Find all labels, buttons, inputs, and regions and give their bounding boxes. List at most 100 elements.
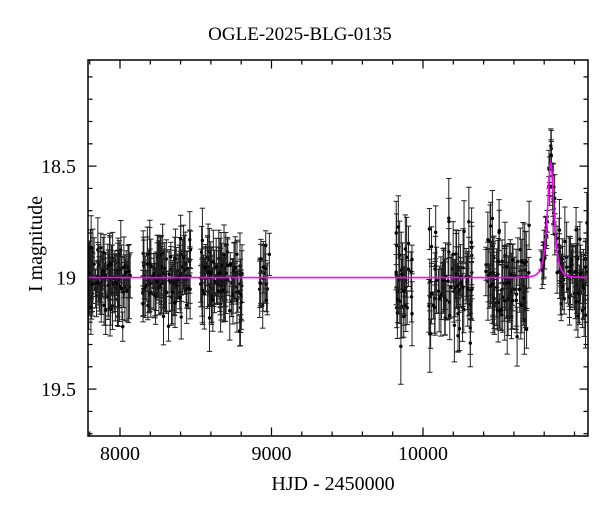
data-point: [484, 269, 488, 274]
data-point: [405, 306, 409, 310]
data-point: [153, 294, 158, 298]
data-point: [582, 286, 586, 290]
data-point: [264, 243, 268, 248]
data-point: [488, 224, 493, 228]
data-point: [184, 303, 189, 307]
data-point: [171, 290, 175, 294]
data-point: [518, 248, 523, 252]
data-point: [239, 292, 243, 297]
data-point: [574, 228, 578, 232]
data-point: [490, 216, 495, 221]
data-point: [486, 238, 490, 242]
data-point: [215, 282, 219, 286]
data-point: [565, 265, 569, 269]
data-point: [161, 314, 166, 319]
data-point: [574, 300, 578, 304]
data-point: [121, 324, 125, 329]
data-point: [446, 279, 450, 283]
data-point: [399, 344, 403, 349]
y-tick-label-18-5: 18.5: [41, 156, 76, 178]
data-point: [167, 272, 171, 276]
y-tick-label-19: 19: [56, 268, 76, 290]
data-point: [211, 260, 216, 264]
data-point: [570, 258, 574, 262]
data-point: [175, 278, 180, 282]
data-point: [456, 334, 460, 338]
data-point: [92, 262, 96, 266]
data-point: [503, 282, 507, 286]
x-axis-label: HJD - 2450000: [271, 473, 394, 495]
data-point: [499, 308, 503, 312]
data-point: [452, 323, 457, 327]
data-point: [179, 315, 183, 319]
data-point: [527, 271, 531, 275]
data-point: [503, 299, 507, 303]
data-point: [102, 303, 106, 307]
data-point: [228, 308, 232, 313]
data-point: [145, 262, 150, 266]
data-point: [490, 282, 494, 286]
data-point: [520, 259, 524, 264]
data-point: [449, 285, 453, 289]
data-point: [520, 303, 524, 308]
data-point: [267, 252, 272, 257]
data-point: [433, 230, 438, 235]
data-point: [573, 270, 577, 274]
data-point: [576, 291, 580, 295]
data-point: [432, 305, 437, 310]
data-point: [173, 301, 177, 305]
data-point: [394, 270, 398, 274]
data-point: [259, 257, 263, 261]
data-point: [203, 266, 208, 270]
data-point: [109, 262, 114, 267]
data-point: [400, 304, 404, 309]
data-point: [497, 230, 501, 235]
data-point: [539, 258, 543, 262]
data-point: [410, 312, 414, 316]
data-point: [511, 258, 515, 262]
data-point: [120, 286, 124, 291]
data-point: [456, 312, 460, 316]
data-point: [89, 305, 93, 310]
data-point: [521, 296, 526, 300]
data-point: [141, 302, 145, 306]
data-point: [514, 298, 519, 303]
data-point: [261, 265, 266, 269]
data-point: [557, 228, 562, 232]
data-point: [396, 297, 400, 302]
data-point: [184, 288, 188, 292]
data-point: [221, 288, 226, 293]
data-point: [433, 267, 437, 271]
data-point: [258, 281, 263, 285]
data-point: [121, 290, 126, 294]
data-point: [264, 298, 269, 302]
data-point: [549, 153, 553, 157]
x-tick-label-10000: 10000: [398, 443, 448, 465]
data-point: [442, 278, 446, 282]
data-point: [451, 252, 455, 256]
data-point: [218, 271, 222, 275]
plot-frame: [87, 59, 589, 437]
data-point: [402, 314, 406, 319]
data-point: [394, 231, 398, 235]
data-series: [88, 128, 588, 385]
data-point: [406, 267, 411, 271]
data-point: [224, 271, 228, 276]
data-point: [578, 237, 582, 241]
data-point: [207, 316, 212, 320]
data-point: [427, 304, 431, 308]
data-point: [214, 265, 218, 269]
data-point: [96, 281, 100, 285]
data-point: [99, 293, 103, 298]
data-point: [507, 281, 511, 285]
data-point: [226, 263, 230, 268]
data-point: [488, 271, 493, 276]
data-point: [155, 279, 159, 284]
model-curve: [88, 161, 588, 279]
data-point: [469, 240, 474, 245]
data-point: [90, 282, 95, 287]
data-point: [148, 261, 152, 266]
data-point: [173, 256, 177, 261]
data-point: [205, 271, 210, 275]
